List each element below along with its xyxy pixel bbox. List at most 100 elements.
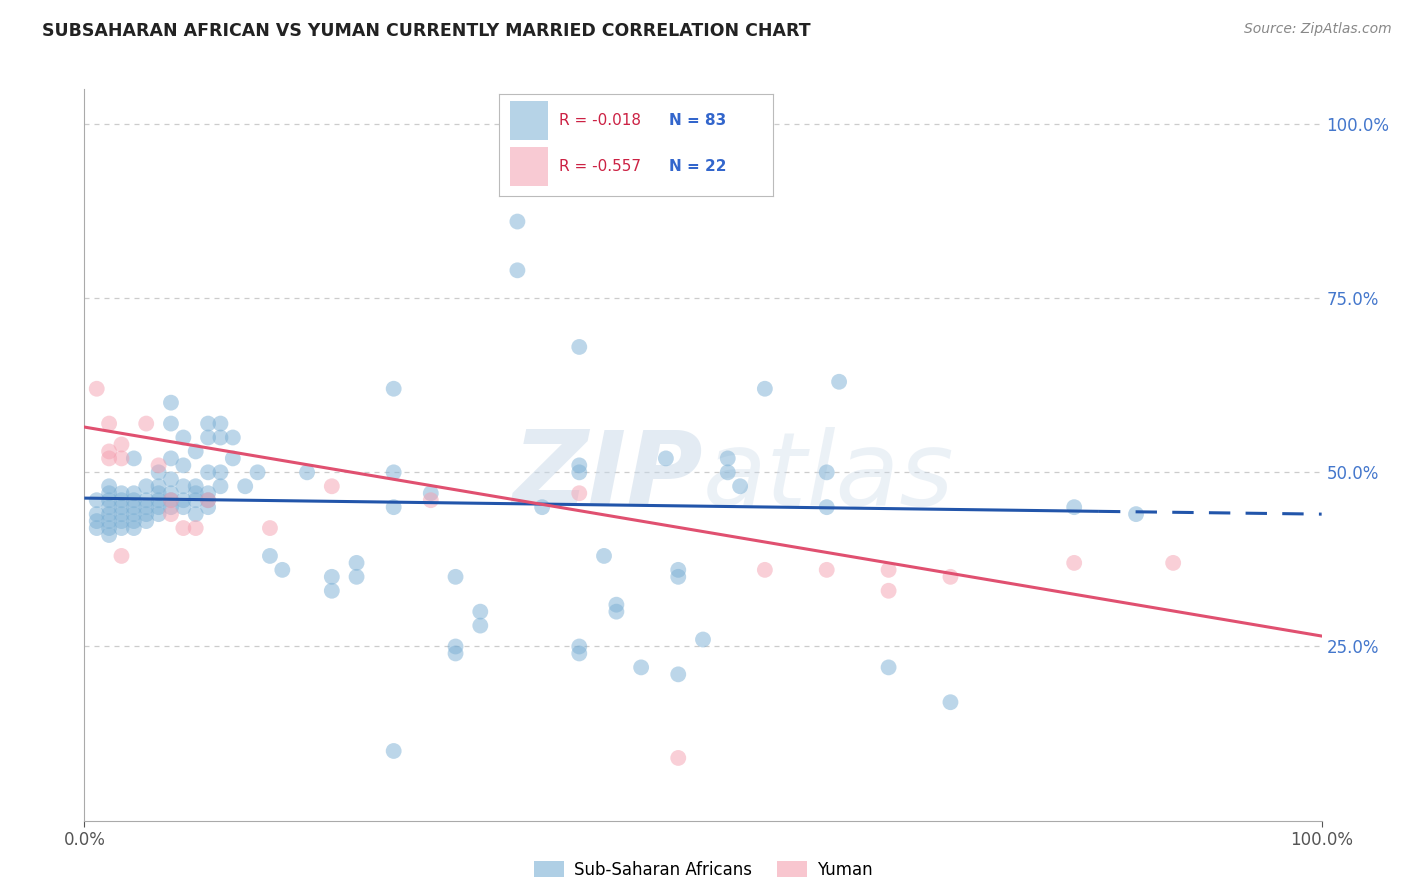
- Point: [717, 451, 740, 466]
- Point: [98, 514, 121, 528]
- Point: [877, 583, 900, 598]
- Point: [86, 507, 108, 521]
- Point: [110, 549, 132, 563]
- Point: [86, 514, 108, 528]
- Point: [630, 660, 652, 674]
- Point: [98, 417, 121, 431]
- Point: [655, 451, 678, 466]
- Point: [110, 437, 132, 451]
- Point: [877, 563, 900, 577]
- Point: [815, 563, 838, 577]
- Point: [321, 570, 343, 584]
- Point: [222, 430, 245, 444]
- Point: [754, 563, 776, 577]
- Point: [135, 500, 157, 515]
- Point: [110, 500, 132, 515]
- Text: atlas: atlas: [703, 427, 955, 527]
- Point: [172, 521, 194, 535]
- Point: [605, 605, 627, 619]
- Point: [419, 486, 441, 500]
- Point: [246, 466, 269, 480]
- Point: [197, 486, 219, 500]
- Point: [135, 479, 157, 493]
- Point: [568, 466, 591, 480]
- Point: [197, 500, 219, 515]
- Point: [148, 500, 170, 515]
- Point: [160, 486, 183, 500]
- Point: [346, 570, 368, 584]
- Point: [271, 563, 294, 577]
- Point: [197, 417, 219, 431]
- Point: [1161, 556, 1184, 570]
- Text: R = -0.018: R = -0.018: [560, 112, 641, 128]
- Text: ZIP: ZIP: [512, 426, 703, 527]
- Point: [98, 528, 121, 542]
- Point: [98, 451, 121, 466]
- Point: [470, 618, 492, 632]
- Point: [148, 486, 170, 500]
- Point: [222, 451, 245, 466]
- Point: [160, 417, 183, 431]
- Point: [110, 507, 132, 521]
- Point: [233, 479, 256, 493]
- Bar: [510, 147, 548, 186]
- Point: [209, 479, 232, 493]
- Text: SUBSAHARAN AFRICAN VS YUMAN CURRENTLY MARRIED CORRELATION CHART: SUBSAHARAN AFRICAN VS YUMAN CURRENTLY MA…: [42, 22, 811, 40]
- Point: [98, 521, 121, 535]
- Point: [815, 466, 838, 480]
- Point: [506, 214, 529, 228]
- Point: [1063, 500, 1085, 515]
- Point: [160, 500, 183, 515]
- Point: [148, 507, 170, 521]
- Point: [754, 382, 776, 396]
- Point: [135, 507, 157, 521]
- Point: [110, 514, 132, 528]
- Point: [605, 598, 627, 612]
- Point: [98, 479, 121, 493]
- Point: [135, 493, 157, 508]
- Point: [1125, 507, 1147, 521]
- Point: [939, 570, 962, 584]
- Point: [110, 521, 132, 535]
- Point: [160, 451, 183, 466]
- Point: [259, 521, 281, 535]
- Point: [197, 493, 219, 508]
- Point: [184, 507, 207, 521]
- Point: [160, 507, 183, 521]
- Point: [160, 472, 183, 486]
- Point: [382, 500, 405, 515]
- Point: [148, 479, 170, 493]
- Point: [666, 570, 689, 584]
- Bar: [510, 101, 548, 140]
- Point: [135, 514, 157, 528]
- Point: [444, 570, 467, 584]
- Point: [568, 486, 591, 500]
- Point: [717, 466, 740, 480]
- Point: [172, 479, 194, 493]
- Text: Source: ZipAtlas.com: Source: ZipAtlas.com: [1244, 22, 1392, 37]
- Point: [568, 340, 591, 354]
- Point: [86, 521, 108, 535]
- Point: [568, 458, 591, 473]
- Point: [939, 695, 962, 709]
- Point: [98, 486, 121, 500]
- Point: [382, 466, 405, 480]
- Point: [172, 458, 194, 473]
- Point: [110, 451, 132, 466]
- Point: [148, 493, 170, 508]
- Point: [122, 521, 145, 535]
- Point: [184, 486, 207, 500]
- Point: [98, 500, 121, 515]
- Point: [209, 417, 232, 431]
- Point: [568, 640, 591, 654]
- Point: [122, 507, 145, 521]
- Point: [122, 493, 145, 508]
- Point: [531, 500, 554, 515]
- Point: [321, 583, 343, 598]
- Point: [172, 493, 194, 508]
- Point: [160, 493, 183, 508]
- Point: [110, 486, 132, 500]
- Point: [98, 493, 121, 508]
- Point: [692, 632, 714, 647]
- Point: [382, 382, 405, 396]
